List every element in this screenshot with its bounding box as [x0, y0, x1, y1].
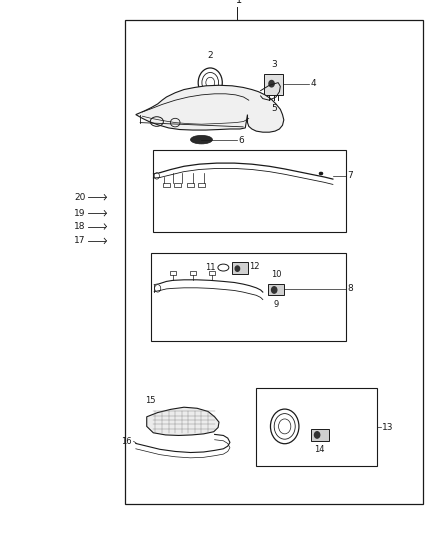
Text: 8: 8	[347, 285, 353, 293]
Polygon shape	[174, 183, 181, 187]
Polygon shape	[311, 429, 328, 441]
Text: 15: 15	[145, 396, 156, 405]
Text: 19: 19	[74, 209, 85, 217]
Text: 17: 17	[74, 237, 85, 245]
Text: 11: 11	[205, 263, 215, 271]
Polygon shape	[190, 271, 196, 275]
Polygon shape	[264, 74, 283, 95]
Text: 7: 7	[347, 172, 353, 180]
Text: 9: 9	[273, 300, 279, 309]
Circle shape	[272, 287, 277, 293]
Circle shape	[314, 432, 320, 438]
Polygon shape	[153, 150, 346, 232]
Text: 14: 14	[314, 445, 325, 454]
Text: 16: 16	[121, 437, 131, 446]
Polygon shape	[268, 284, 284, 295]
Polygon shape	[136, 85, 284, 132]
Text: 5: 5	[271, 104, 277, 113]
Polygon shape	[170, 271, 176, 275]
Text: 2: 2	[208, 51, 213, 60]
Text: 12: 12	[249, 262, 259, 271]
Text: 10: 10	[271, 270, 281, 279]
Text: 1: 1	[236, 0, 242, 5]
Text: 13: 13	[382, 423, 394, 432]
Polygon shape	[198, 183, 205, 187]
Polygon shape	[147, 407, 219, 435]
Text: 3: 3	[271, 60, 277, 69]
Polygon shape	[125, 20, 423, 504]
Text: 6: 6	[239, 136, 244, 145]
Polygon shape	[256, 388, 377, 466]
Polygon shape	[151, 253, 346, 341]
Polygon shape	[232, 262, 248, 274]
Polygon shape	[209, 271, 215, 275]
Text: 20: 20	[74, 193, 85, 201]
Text: 4: 4	[310, 79, 316, 88]
Circle shape	[269, 80, 274, 87]
Text: 18: 18	[74, 222, 85, 231]
Polygon shape	[163, 183, 170, 187]
Polygon shape	[187, 183, 194, 187]
Ellipse shape	[191, 135, 212, 144]
Circle shape	[235, 266, 240, 271]
